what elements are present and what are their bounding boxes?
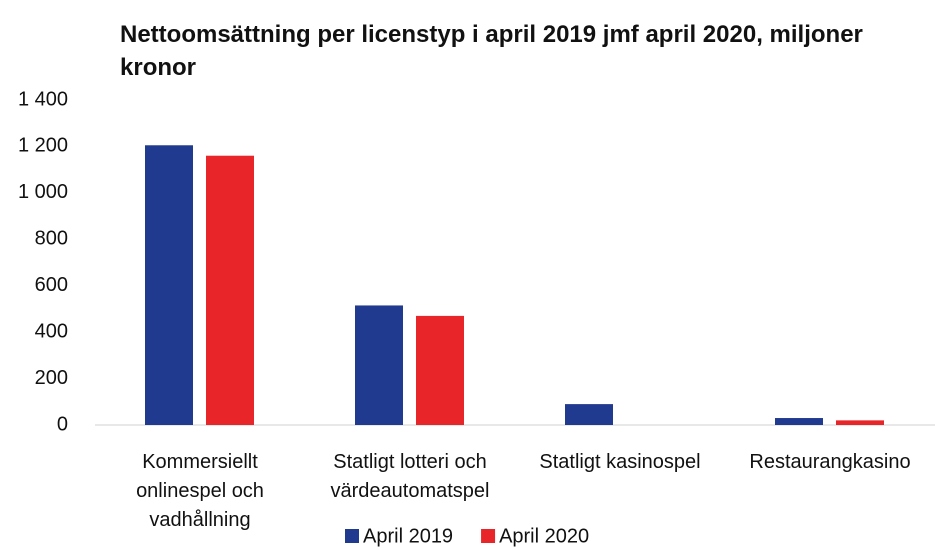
y-tick-label: 600 [35,274,68,296]
bar [836,420,884,425]
legend-label: April 2020 [499,525,589,547]
chart-title: Nettoomsättning per licenstyp i april 20… [120,21,863,81]
y-tick-label: 1 400 [18,88,68,110]
bar [206,155,254,425]
bar [145,145,193,425]
legend-label: April 2019 [363,525,453,547]
y-tick-label: 400 [35,320,68,342]
x-tick-label: Statligt lotteri och värdeautomatspel [330,451,490,502]
bar [565,404,613,425]
x-tick-label: Restaurangkasino [749,451,911,473]
y-tick-label: 1 000 [18,181,68,203]
y-tick-label: 1 200 [18,135,68,157]
bar [416,315,464,425]
bar [775,418,823,425]
y-tick-label: 0 [57,413,68,435]
legend-swatch [481,529,496,543]
legend-swatch [345,529,359,543]
y-tick-label: 200 [35,367,68,389]
x-tick-label: Statligt kasinospel [539,451,701,473]
bar [355,305,403,425]
x-tick-label: Kommersiellt onlinespel och vadhållning [136,451,264,531]
y-tick-label: 800 [35,228,68,250]
